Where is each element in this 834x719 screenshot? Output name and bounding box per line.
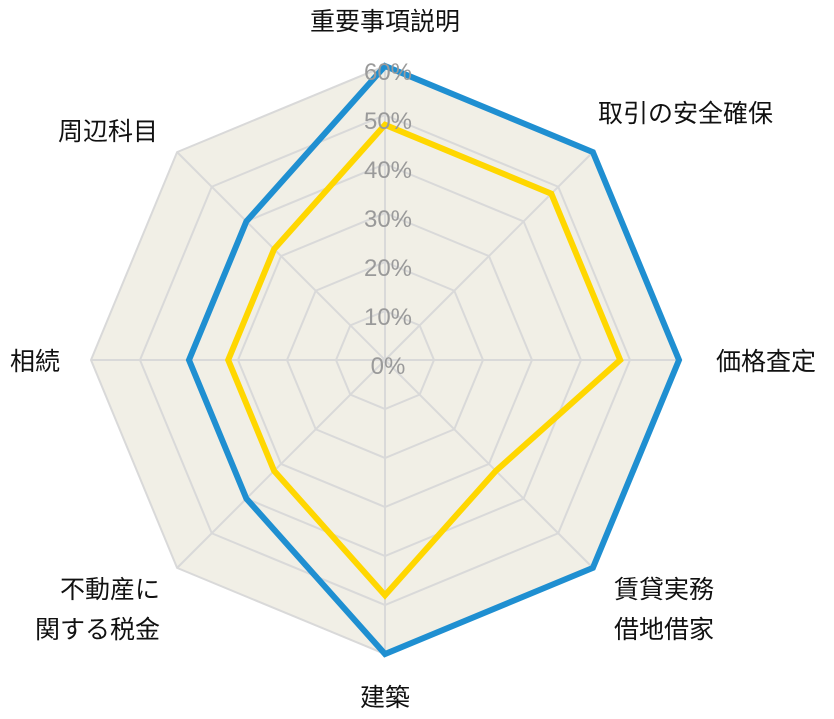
- axis-label: 重要事項説明: [310, 7, 460, 36]
- grid-spoke: [384, 151, 594, 361]
- grid-spoke: [384, 359, 594, 569]
- grid-spoke: [176, 151, 386, 361]
- series-line-1: [185, 62, 683, 658]
- tick-label: 10%: [364, 304, 412, 331]
- axis-label: 相続: [10, 347, 60, 376]
- tick-label: 30%: [364, 206, 412, 233]
- tick-label: 0%: [371, 353, 406, 380]
- axis-label: 不動産に: [60, 575, 160, 604]
- tick-label: 20%: [364, 255, 412, 282]
- series-group: [185, 62, 683, 658]
- axis-label: 建築: [360, 683, 410, 712]
- axis-label: 関する税金: [35, 615, 160, 644]
- tick-label: 50%: [364, 108, 412, 135]
- tick-label: 40%: [364, 157, 412, 184]
- series-line-2: [224, 121, 624, 600]
- axis-label: 取引の安全確保: [598, 99, 773, 128]
- tick-labels: 0% 10% 20% 30% 40% 50% 60%: [364, 59, 412, 380]
- axis-label: 借地借家: [614, 615, 714, 644]
- grid-spoke: [176, 359, 386, 569]
- axis-label: 周辺科目: [58, 117, 158, 146]
- axis-label: 賃貸実務: [614, 575, 714, 604]
- tick-label: 60%: [364, 59, 412, 86]
- axis-label: 価格査定: [716, 347, 816, 376]
